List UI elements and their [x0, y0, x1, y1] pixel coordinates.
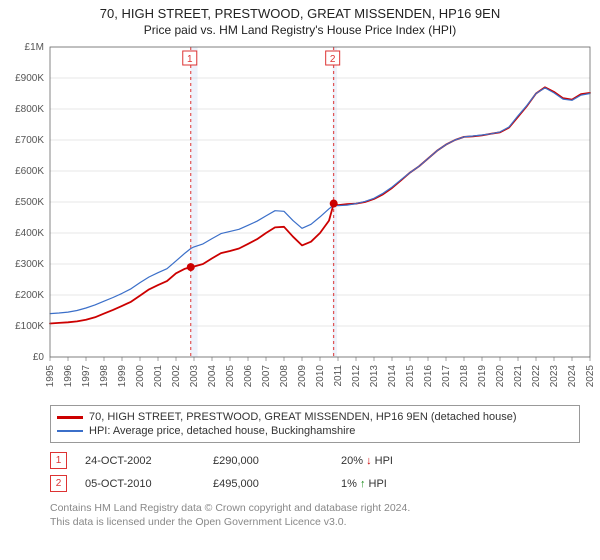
svg-text:2010: 2010 — [315, 365, 326, 388]
svg-text:1998: 1998 — [99, 365, 110, 388]
chart-title-address: 70, HIGH STREET, PRESTWOOD, GREAT MISSEN… — [0, 6, 600, 21]
footer-line2: This data is licensed under the Open Gov… — [50, 515, 580, 529]
svg-text:2009: 2009 — [297, 365, 308, 388]
svg-text:2008: 2008 — [279, 365, 290, 388]
event-date: 05-OCT-2010 — [85, 478, 195, 490]
svg-text:2024: 2024 — [567, 365, 578, 388]
svg-text:1995: 1995 — [45, 365, 56, 388]
chart-title-sub: Price paid vs. HM Land Registry's House … — [0, 23, 600, 37]
events-table: 1 24-OCT-2002 £290,000 20% ↓ HPI 2 05-OCT-201… — [50, 449, 580, 495]
event-marker: 1 — [50, 452, 67, 469]
svg-text:£200K: £200K — [15, 290, 44, 301]
svg-text:2015: 2015 — [405, 365, 416, 388]
legend-label: HPI: Average price, detached house, Buck… — [89, 425, 355, 437]
svg-text:£500K: £500K — [15, 197, 44, 208]
chart-titles: 70, HIGH STREET, PRESTWOOD, GREAT MISSEN… — [0, 0, 600, 37]
svg-text:£300K: £300K — [15, 259, 44, 270]
svg-text:£900K: £900K — [15, 73, 44, 84]
event-price: £495,000 — [213, 478, 323, 490]
legend-box: 70, HIGH STREET, PRESTWOOD, GREAT MISSEN… — [50, 405, 580, 443]
svg-text:2020: 2020 — [495, 365, 506, 388]
legend-swatch — [57, 430, 83, 432]
svg-text:2: 2 — [330, 54, 336, 65]
svg-text:2025: 2025 — [585, 365, 596, 388]
footer-attribution: Contains HM Land Registry data © Crown c… — [50, 501, 580, 529]
svg-text:1996: 1996 — [63, 365, 74, 388]
svg-text:2002: 2002 — [171, 365, 182, 388]
svg-text:£600K: £600K — [15, 166, 44, 177]
svg-text:2021: 2021 — [513, 365, 524, 388]
svg-text:2023: 2023 — [549, 365, 560, 388]
svg-text:2022: 2022 — [531, 365, 542, 388]
svg-text:1997: 1997 — [81, 365, 92, 388]
svg-text:2007: 2007 — [261, 365, 272, 388]
svg-text:2017: 2017 — [441, 365, 452, 388]
svg-text:£700K: £700K — [15, 135, 44, 146]
svg-text:1999: 1999 — [117, 365, 128, 388]
svg-text:2001: 2001 — [153, 365, 164, 388]
chart-plot-area: £0 £100K £200K £300K £400K £500K £600K £700K £80… — [0, 37, 600, 397]
svg-text:2014: 2014 — [387, 365, 398, 388]
svg-text:2004: 2004 — [207, 365, 218, 388]
event-row: 1 24-OCT-2002 £290,000 20% ↓ HPI — [50, 449, 580, 472]
svg-text:2019: 2019 — [477, 365, 488, 388]
svg-text:£100K: £100K — [15, 321, 44, 332]
event-vs-hpi: 20% ↓ HPI — [341, 455, 393, 467]
svg-text:£1M: £1M — [25, 42, 44, 53]
event-row: 2 05-OCT-2010 £495,000 1% ↑ HPI — [50, 472, 580, 495]
event-vs-hpi: 1% ↑ HPI — [341, 478, 387, 490]
chart-container: 70, HIGH STREET, PRESTWOOD, GREAT MISSEN… — [0, 0, 600, 529]
legend-row: HPI: Average price, detached house, Buck… — [57, 424, 573, 438]
svg-text:£800K: £800K — [15, 104, 44, 115]
event-date: 24-OCT-2002 — [85, 455, 195, 467]
svg-text:2016: 2016 — [423, 365, 434, 388]
footer-line1: Contains HM Land Registry data © Crown c… — [50, 501, 580, 515]
svg-text:2011: 2011 — [333, 365, 344, 387]
event-price: £290,000 — [213, 455, 323, 467]
svg-text:1: 1 — [187, 54, 193, 65]
svg-text:2013: 2013 — [369, 365, 380, 388]
svg-text:2000: 2000 — [135, 365, 146, 388]
svg-text:2006: 2006 — [243, 365, 254, 388]
legend-label: 70, HIGH STREET, PRESTWOOD, GREAT MISSEN… — [89, 411, 517, 423]
svg-text:2003: 2003 — [189, 365, 200, 388]
svg-text:2018: 2018 — [459, 365, 470, 388]
legend-row: 70, HIGH STREET, PRESTWOOD, GREAT MISSEN… — [57, 410, 573, 424]
event-marker: 2 — [50, 475, 67, 492]
svg-text:£0: £0 — [33, 352, 45, 363]
svg-text:£400K: £400K — [15, 228, 44, 239]
svg-text:2012: 2012 — [351, 365, 362, 388]
legend-swatch — [57, 416, 83, 419]
svg-text:2005: 2005 — [225, 365, 236, 388]
line-chart-svg: £0 £100K £200K £300K £400K £500K £600K £700K £80… — [0, 37, 600, 397]
